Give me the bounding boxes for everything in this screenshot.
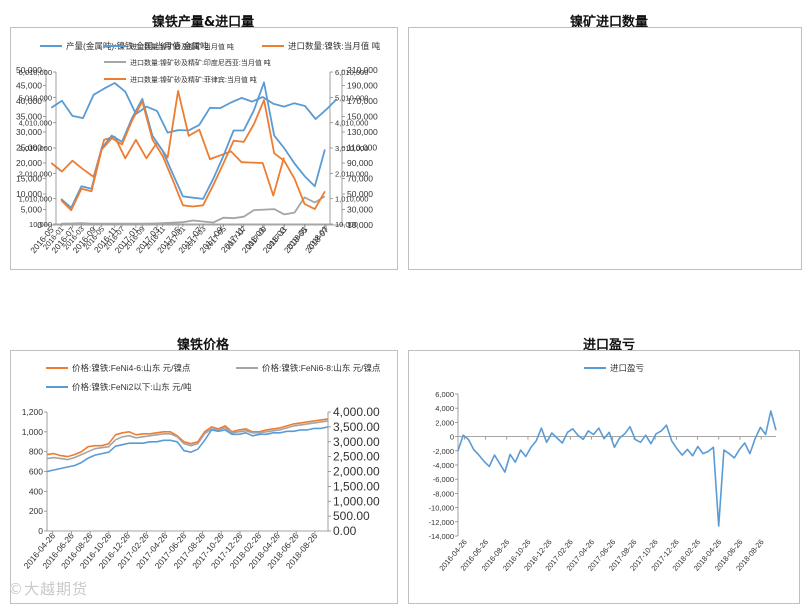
y-tick-label: -8,000 [433,489,454,498]
y-tick-label: -12,000 [429,518,454,527]
series-line-1 [50,82,338,134]
chart-frame [10,27,398,270]
y2-tick-label: 10,000 [335,220,358,229]
legend-label: 进口盈亏 [610,363,644,373]
y-tick-label: 10,000 [29,220,52,229]
chart-svg-p1: 0 5,000 10,000 15,000 20,000 25,000 30,000 35,0… [16,41,381,255]
y-tick-label: 50,000 [16,65,42,75]
y2-tick-label: 210,000 [347,65,378,75]
y-tick-label: 0 [450,433,454,442]
y2-tick-label: 110,000 [347,143,377,153]
y-tick-label: 0 [38,526,43,536]
y-tick-label: 400 [29,486,43,496]
chart-title: 镍矿进口数量 [569,15,648,30]
y-tick-label: 600 [29,467,43,477]
y-tick-label: 800 [29,447,43,457]
y-tick-label: 2,010,000 [19,169,52,178]
y-tick-label: 30,000 [16,127,42,137]
legend-label: 价格:镍铁:FeNi6-8:山东 元/镍点 [262,363,381,373]
y-tick-label: -6,000 [433,475,454,484]
chart-title: 镍铁价格 [176,338,229,353]
y2-tick-label: 2,500.00 [333,450,380,464]
y2-tick-label: 5,010,000 [335,93,368,102]
chart-title: 镍铁产量&进口量 [151,15,255,30]
y-tick-label: 5,000 [21,205,43,215]
series-line-3 [60,99,326,212]
y2-tick-label: 190,000 [347,81,378,91]
y2-tick-label: 150,000 [347,112,378,122]
y-tick-label: 6,000 [435,390,454,399]
panel-import-profit-loss: 进口盈亏 -14,000 -12,000 -10,000 -8,000 -6,000 -4… [406,322,812,604]
y2-tick-label: 50,000 [347,189,373,199]
series-line-3 [46,426,329,473]
y2-tick-label: 3,500.00 [333,420,380,434]
y-tick-label: 4,010,000 [19,119,52,128]
y-tick-label: 15,000 [16,174,42,184]
y2-tick-label: 2,000.00 [333,465,380,479]
y-tick-label: 20,000 [16,158,42,168]
y-tick-label: 200 [29,506,43,516]
series-line-1 [60,81,326,209]
y-tick-label: 1,000 [22,427,44,437]
legend-label: 产量(金属吨):镍铁:全国:当月值 金属吨 [66,41,209,51]
y-tick-label: -2,000 [433,447,454,456]
y-tick-label: 1,200 [22,407,44,417]
legend-label: 进口数量:镍矿砂及精矿:当月值 吨 [130,42,234,51]
y2-tick-label: 3,000.00 [333,435,380,449]
y-tick-label: -14,000 [429,532,454,541]
y-tick-label: 2,000 [435,418,454,427]
panel-nickel-iron-prices: 镍铁价格 0 200 400 600 800 1,000 1,200 0.00 500.00 1,… [0,322,406,604]
y-tick-label: 5,010,000 [19,93,52,102]
y-tick-label: 35,000 [16,112,42,122]
y-tick-label: 45,000 [16,81,42,91]
y-tick-label: 3,010,000 [19,144,52,153]
y2-tick-label: 10,000 [347,220,373,230]
y2-tick-label: 1,500.00 [333,479,380,493]
y-tick-label: 1,010,000 [19,195,52,204]
y2-tick-label: 90,000 [347,158,373,168]
series-line-2 [50,90,285,197]
legend-label: 进口数量:镍矿砂及精矿:印度尼西亚:当月值 吨 [130,58,271,67]
y2-tick-label: 2,010,000 [335,169,368,178]
chart-title: 进口盈亏 [582,338,635,353]
chart-frame [408,350,800,604]
chart-frame [10,350,398,604]
y2-tick-label: 500.00 [333,509,370,523]
y-tick-label: -10,000 [429,504,454,513]
y2-tick-label: 70,000 [347,174,373,184]
y2-tick-label: 4,000.00 [333,405,380,419]
y2-tick-label: 30,000 [347,205,373,215]
series-line-2 [61,195,326,225]
y2-tick-label: 4,010,000 [335,119,368,128]
watermark: ©大越期货 [8,580,89,598]
chart-svg-p4: -14,000 -12,000 -10,000 -8,000 -6,000 -4,000 -… [429,363,777,573]
series-line-1 [46,418,329,458]
y-tick-label: 4,000 [435,404,454,413]
series-line-1 [457,410,777,527]
y2-tick-label: 0.00 [333,524,357,538]
series-line-2 [46,420,329,461]
y-tick-label: 40,000 [16,96,42,106]
y-tick-label: 0 [37,220,42,230]
y-tick-label: 25,000 [16,143,42,153]
legend-label: 进口数量:镍矿砂及精矿:菲律宾:当月值 吨 [130,75,257,84]
y2-tick-label: 1,010,000 [335,195,368,204]
y2-tick-label: 6,010,000 [335,68,368,77]
y-tick-label: 10,000 [16,189,42,199]
legend-label: 价格:镍铁:FeNi4-6:山东 元/镍点 [72,363,191,373]
y-tick-label: 6,010,000 [19,68,52,77]
legend-label: 进口数量:镍铁:当月值 吨 [288,41,381,51]
chart-frame [408,27,802,270]
panel-nickel-ore-imports: 镍矿进口数量 10,000 1,010,000 2,010,000 3,010,000… [19,0,812,290]
y2-tick-label: 130,000 [347,127,378,137]
y2-tick-label: 170,000 [347,96,378,106]
y2-tick-label: 1,000.00 [333,494,380,508]
panel-nickel-iron-output-imports: 镍铁产量&进口量 0 5,000 10,000 15,000 20,000 25,000 3… [0,0,406,290]
chart-svg-p2: 10,0001,010,0002,010,0003,010,0004,010,0… [19,42,369,251]
legend-label: 价格:镍铁:FeNi2以下:山东 元/吨 [72,382,192,392]
y-tick-label: -4,000 [433,461,454,470]
chart-svg-p3: 0 200 400 600 800 1,000 1,200 0.00500.001,000.0… [22,363,381,571]
y2-tick-label: 3,010,000 [335,144,368,153]
